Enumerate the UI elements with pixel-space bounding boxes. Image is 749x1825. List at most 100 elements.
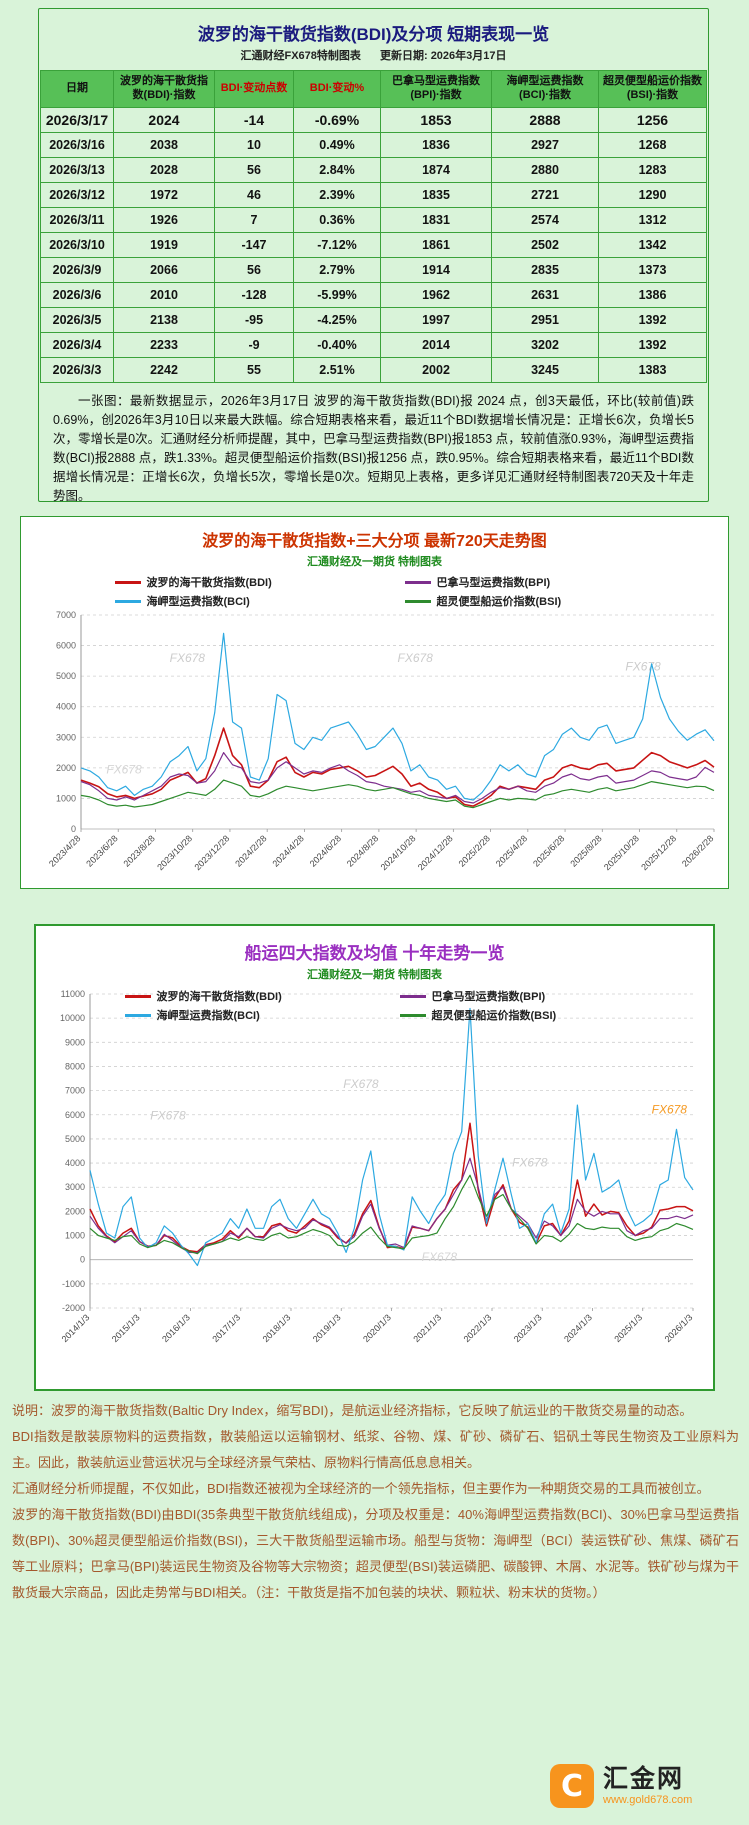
table-cell: 2927 bbox=[491, 131, 599, 158]
x-tick-label: 2024/2/28 bbox=[233, 833, 268, 868]
watermark: FX678 bbox=[106, 762, 142, 776]
series-bpi bbox=[89, 1157, 694, 1254]
y-tick-label: 7000 bbox=[65, 1086, 85, 1096]
table-cell: 1386 bbox=[598, 281, 707, 308]
table-cell: 2014 bbox=[380, 331, 492, 358]
legend-item: 波罗的海干散货指数(BDI) bbox=[124, 988, 390, 1004]
x-tick-label: 2023/12/28 bbox=[192, 833, 231, 872]
table-cell: -128 bbox=[214, 281, 294, 308]
y-tick-label: 3000 bbox=[56, 732, 76, 742]
column-header: BDI·变动点数 bbox=[214, 70, 294, 108]
table-row: 2026/3/6 2010 -128 -5.99% 1962 2631 1386 bbox=[40, 281, 707, 308]
table-cell: 2026/3/17 bbox=[40, 106, 114, 133]
site-url[interactable]: www.gold678.com bbox=[603, 1794, 693, 1807]
legend-item: 波罗的海干散货指数(BDI) bbox=[114, 574, 395, 590]
legend-swatch-icon bbox=[124, 1013, 151, 1017]
table-cell: 3245 bbox=[491, 356, 599, 383]
legend-label: 超灵便型船运价指数(BSI) bbox=[436, 596, 562, 608]
table-cell: 2721 bbox=[491, 181, 599, 208]
legend-label: 超灵便型船运价指数(BSI) bbox=[431, 1010, 557, 1022]
column-header: 波罗的海干散货指数(BDI)·指数 bbox=[113, 70, 215, 108]
x-tick-label: 2025/1/3 bbox=[612, 1312, 644, 1344]
watermark: FX678 bbox=[652, 1102, 688, 1116]
x-tick-label: 2023/1/3 bbox=[512, 1312, 544, 1344]
table-cell: -0.69% bbox=[293, 106, 381, 133]
table-row: 2026/3/9 2066 56 2.79% 1914 2835 1373 bbox=[40, 256, 707, 283]
table-cell: 1836 bbox=[380, 131, 492, 158]
table-cell: 2026/3/12 bbox=[40, 181, 114, 208]
y-tick-label: 6000 bbox=[65, 1110, 85, 1120]
table-cell: 1342 bbox=[598, 231, 707, 258]
y-tick-label: 5000 bbox=[65, 1134, 85, 1144]
table-cell: 2138 bbox=[113, 306, 215, 333]
explanation-paragraph: 波罗的海干散货指数(BDI)由BDI(35条典型干散货航线组成)，分项及权重是：… bbox=[12, 1507, 739, 1600]
x-tick-label: 2023/4/28 bbox=[47, 833, 82, 868]
column-header: 海岬型运费指数(BCI)·指数 bbox=[491, 70, 599, 108]
legend-swatch-icon bbox=[404, 599, 431, 603]
table-cell: 2010 bbox=[113, 281, 215, 308]
table-cell: 56 bbox=[214, 156, 294, 183]
table-cell: 1383 bbox=[598, 356, 707, 383]
table-subtitle: 汇通财经FX678特制图表 更新日期: 2026年3月17日 bbox=[39, 47, 708, 63]
legend-item: 海岬型运费指数(BCI) bbox=[124, 1007, 390, 1023]
table-cell: 2066 bbox=[113, 256, 215, 283]
table-cell: 2574 bbox=[491, 206, 599, 233]
x-tick-label: 2025/2/28 bbox=[457, 833, 492, 868]
table-row: 2026/3/10 1919 -147 -7.12% 1861 2502 1342 bbox=[40, 231, 707, 258]
x-tick-label: 2018/1/3 bbox=[261, 1312, 293, 1344]
table-row: 2026/3/5 2138 -95 -4.25% 1997 2951 1392 bbox=[40, 306, 707, 333]
chart-legend: 波罗的海干散货指数(BDI) 巴拿马型运费指数(BPI) 海岬型运费指数(BCI) 超… bbox=[114, 574, 635, 609]
table-cell: 2835 bbox=[491, 256, 599, 283]
watermark: FX678 bbox=[343, 1077, 379, 1091]
table-row: 2026/3/11 1926 7 0.36% 1831 2574 1312 bbox=[40, 206, 707, 233]
table-cell: 1373 bbox=[598, 256, 707, 283]
table-cell: 2026/3/6 bbox=[40, 281, 114, 308]
x-tick-label: 2014/1/3 bbox=[60, 1312, 92, 1344]
table-cell: 55 bbox=[214, 356, 294, 383]
table-cell: 56 bbox=[214, 256, 294, 283]
logo-text: 汇金网 www.gold678.com bbox=[603, 1765, 693, 1807]
table-cell: 1283 bbox=[598, 156, 707, 183]
table-cell: -95 bbox=[214, 306, 294, 333]
explanation-paragraph: 汇通财经分析师提醒，不仅如此，BDI指数还被视为全球经济的一个领先指标，但主要作… bbox=[12, 1481, 710, 1496]
table-cell: -7.12% bbox=[293, 231, 381, 258]
huijin-logo[interactable]: C 汇金网 www.gold678.com bbox=[550, 1764, 692, 1808]
table-title: 波罗的海干散货指数(BDI)及分项 短期表现一览 bbox=[197, 25, 550, 44]
legend-label: 波罗的海干散货指数(BDI) bbox=[156, 991, 282, 1003]
x-tick-label: 2025/10/28 bbox=[602, 833, 641, 872]
y-tick-label: -2000 bbox=[62, 1303, 85, 1313]
legend-swatch-icon bbox=[124, 994, 151, 998]
x-tick-label: 2022/1/3 bbox=[462, 1312, 494, 1344]
table-cell: 2026/3/10 bbox=[40, 231, 114, 258]
table-cell: 2024 bbox=[113, 106, 215, 133]
table-cell: 1997 bbox=[380, 306, 492, 333]
table-cell: 3202 bbox=[491, 331, 599, 358]
table-cell: 1853 bbox=[380, 106, 492, 133]
table-row: 2026/3/3 2242 55 2.51% 2002 3245 1383 bbox=[40, 356, 707, 383]
table-cell: 1861 bbox=[380, 231, 492, 258]
table-cell: 2038 bbox=[113, 131, 215, 158]
summary-note: 一张图：最新数据显示，2026年3月17日 波罗的海干散货指数(BDI)报 20… bbox=[53, 393, 694, 503]
column-header: 巴拿马型运费指数(BPI)·指数 bbox=[380, 70, 492, 108]
x-tick-label: 2026/1/3 bbox=[663, 1312, 695, 1344]
y-tick-label: -1000 bbox=[62, 1279, 85, 1289]
table-cell: 2002 bbox=[380, 356, 492, 383]
table-header-row: 日期 波罗的海干散货指数(BDI)·指数 BDI·变动点数 BDI·变动% 巴拿马型运费… bbox=[40, 70, 707, 108]
watermark: FX678 bbox=[512, 1156, 548, 1170]
table-cell: 2880 bbox=[491, 156, 599, 183]
table-cell: 0.36% bbox=[293, 206, 381, 233]
table-cell: 46 bbox=[214, 181, 294, 208]
table-row: 2026/3/13 2028 56 2.84% 1874 2880 1283 bbox=[40, 156, 707, 183]
column-header: BDI·变动% bbox=[293, 70, 381, 108]
explanation-paragraph: BDI指数是散装原物料的运费指数，散装船运以运输钢材、纸浆、谷物、煤、矿砂、磷矿… bbox=[12, 1429, 739, 1470]
y-tick-label: 4000 bbox=[65, 1158, 85, 1168]
table-cell: 2.39% bbox=[293, 181, 381, 208]
bdi-table-panel: 波罗的海干散货指数(BDI)及分项 短期表现一览 汇通财经FX678特制图表 更… bbox=[38, 8, 709, 503]
table-cell: -14 bbox=[214, 106, 294, 133]
table-cell: 1835 bbox=[380, 181, 492, 208]
table-row: 2026/3/16 2038 10 0.49% 1836 2927 1268 bbox=[40, 131, 707, 158]
source-label: 汇通财经FX678特制图表 bbox=[240, 50, 361, 62]
table-cell: -5.99% bbox=[293, 281, 381, 308]
table-cell: 1392 bbox=[598, 331, 707, 358]
y-tick-label: 0 bbox=[80, 1255, 85, 1265]
